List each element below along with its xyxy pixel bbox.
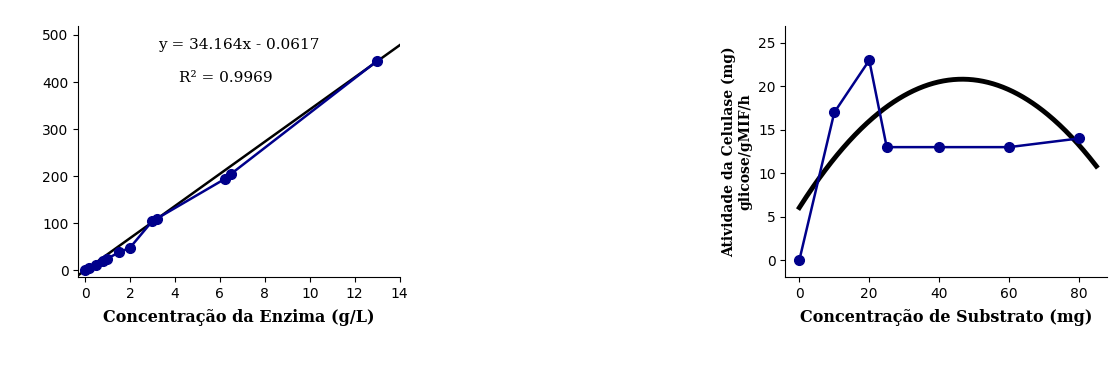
Text: y = 34.164x - 0.0617: y = 34.164x - 0.0617 [159, 38, 320, 52]
X-axis label: Concentração de Substrato (mg): Concentração de Substrato (mg) [799, 310, 1092, 326]
Y-axis label: Atividade da Celulase (mg)
glicose/gMIF/h: Atividade da Celulase (mg) glicose/gMIF/… [722, 46, 752, 257]
X-axis label: Concentração da Enzima (g/L): Concentração da Enzima (g/L) [103, 310, 375, 326]
Text: R² = 0.9969: R² = 0.9969 [179, 71, 273, 85]
